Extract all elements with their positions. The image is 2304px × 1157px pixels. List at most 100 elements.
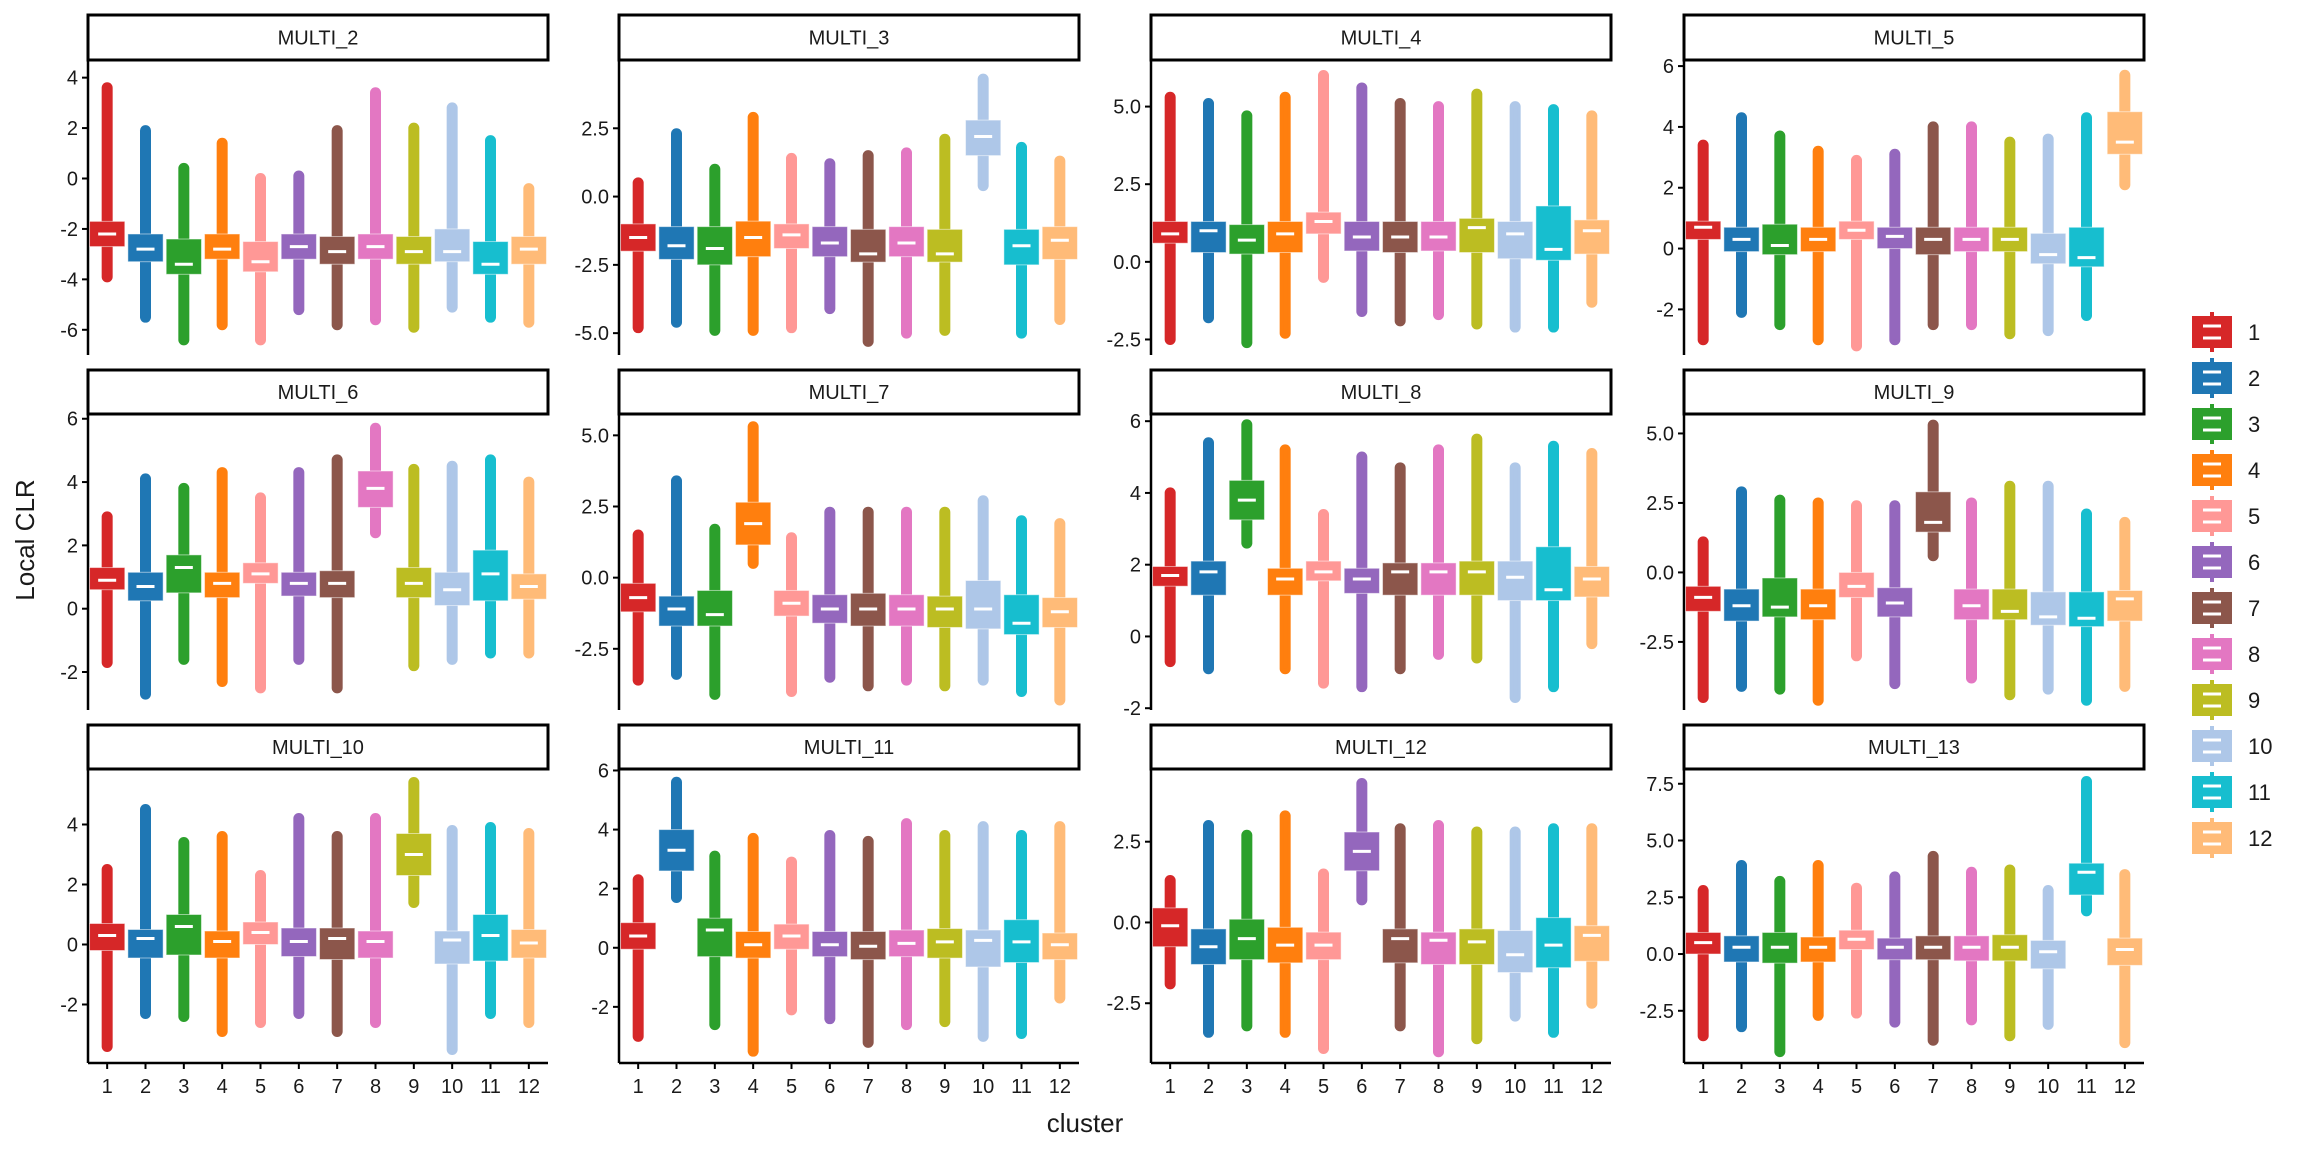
box-cluster-12 <box>1041 518 1078 706</box>
legend-label: 2 <box>2248 366 2260 391</box>
y-tick-label: 0 <box>67 169 78 191</box>
box-iqr <box>165 238 202 275</box>
box-iqr <box>620 582 657 613</box>
facet-strip <box>617 368 1081 416</box>
y-tick-label: -2 <box>60 995 78 1017</box>
box-iqr <box>204 233 241 260</box>
box-cluster-7 <box>1915 850 1952 1046</box>
y-tick-label: 0 <box>598 938 609 960</box>
legend-item: 12 <box>2192 818 2272 858</box>
box-cluster-12 <box>2106 516 2143 692</box>
box-cluster-10 <box>434 102 471 313</box>
x-tick-label: 10 <box>2037 1076 2059 1098</box>
y-tick-label: 0.0 <box>1646 944 1674 966</box>
y-tick-label: 0 <box>67 599 78 621</box>
box-cluster-9 <box>1991 480 2028 701</box>
facet-strip <box>86 368 550 416</box>
box-cluster-4 <box>735 421 772 569</box>
y-tick-label: 5.0 <box>1646 423 1674 445</box>
box-cluster-10 <box>2030 133 2067 337</box>
box-iqr <box>1991 934 2028 962</box>
box-cluster-5 <box>773 152 810 334</box>
box-iqr <box>1761 577 1798 618</box>
box-cluster-5 <box>1305 868 1342 1054</box>
box-iqr <box>2030 232 2067 265</box>
box-iqr <box>1723 935 1760 963</box>
box-iqr <box>2068 591 2105 628</box>
box-cluster-7 <box>1915 419 1952 562</box>
legend-item: 3 <box>2192 404 2260 444</box>
box-iqr <box>1876 937 1913 961</box>
facet-title: MULTI_10 <box>272 737 364 759</box>
facet-strip <box>617 723 1081 771</box>
x-tick-label: 4 <box>748 1076 759 1098</box>
x-tick-label: 11 <box>1011 1076 1032 1098</box>
y-tick-label: 0 <box>1663 239 1674 261</box>
facet-title: MULTI_5 <box>1874 28 1955 50</box>
box-cluster-12 <box>2106 69 2143 191</box>
box-cluster-3 <box>1761 494 1798 695</box>
box-cluster-12 <box>1573 823 1610 1009</box>
legend-item: 7 <box>2192 588 2260 628</box>
box-iqr <box>2106 589 2143 622</box>
box-cluster-8 <box>1420 820 1457 1058</box>
box-iqr <box>1267 567 1304 596</box>
legend-key-box <box>2192 500 2232 532</box>
box-iqr <box>1535 205 1572 261</box>
box-cluster-6 <box>811 158 848 315</box>
box-cluster-7 <box>850 506 887 692</box>
y-tick-label: 6 <box>1130 411 1141 433</box>
box-cluster-6 <box>1343 778 1380 906</box>
box-iqr <box>1800 936 1837 963</box>
box-iqr <box>2106 937 2143 966</box>
legend-item: 2 <box>2192 358 2260 398</box>
box-cluster-8 <box>888 147 925 339</box>
box-cluster-12 <box>510 183 547 328</box>
box-cluster-9 <box>395 777 432 908</box>
x-tick-label: 6 <box>1356 1076 1367 1098</box>
box-cluster-9 <box>1458 433 1495 664</box>
x-tick-label: 11 <box>480 1076 501 1098</box>
box-cluster-6 <box>1343 82 1380 318</box>
x-tick-label: 8 <box>370 1076 381 1098</box>
box-iqr <box>696 226 733 266</box>
box-iqr <box>165 914 202 956</box>
x-tick-label: 3 <box>1774 1076 1785 1098</box>
box-cluster-11 <box>1535 823 1572 1038</box>
x-tick-label: 5 <box>255 1076 266 1098</box>
box-iqr <box>357 233 394 260</box>
box-iqr <box>926 595 963 628</box>
box-cluster-11 <box>1535 440 1572 693</box>
box-cluster-7 <box>319 831 356 1037</box>
box-cluster-1 <box>1685 536 1722 703</box>
x-tick-label: 3 <box>178 1076 189 1098</box>
y-tick-label: -2.5 <box>1640 632 1674 654</box>
facet-panel: MULTI_8 -2 0 2 4 6 <box>1123 368 1613 720</box>
legend-label: 10 <box>2248 734 2272 759</box>
box-iqr <box>1573 925 1610 962</box>
x-tick-label: 8 <box>1433 1076 1444 1098</box>
x-tick-label: 8 <box>1966 1076 1977 1098</box>
box-cluster-6 <box>1343 451 1380 693</box>
legend-label: 3 <box>2248 412 2260 437</box>
box-cluster-9 <box>1458 826 1495 1045</box>
box-iqr <box>1267 220 1304 254</box>
facet-title: MULTI_11 <box>804 737 894 759</box>
x-tick-label: 10 <box>1504 1076 1526 1098</box>
box-cluster-10 <box>2030 884 2067 1030</box>
box-cluster-4 <box>735 832 772 1057</box>
box-cluster-2 <box>658 475 695 680</box>
box-cluster-12 <box>1041 821 1078 1004</box>
facet-strip <box>1149 13 1613 62</box>
y-axis-label: Local CLR <box>10 479 40 600</box>
box-iqr <box>1458 560 1495 596</box>
box-cluster-2 <box>1723 859 1760 1033</box>
box-cluster-3 <box>696 850 733 1031</box>
box-iqr <box>89 567 126 591</box>
legend-label: 1 <box>2248 320 2260 345</box>
legend-item: 5 <box>2192 496 2260 536</box>
box-cluster-8 <box>1953 497 1990 684</box>
y-tick-label: 2.5 <box>1113 174 1141 196</box>
box-cluster-10 <box>965 73 1002 192</box>
box-cluster-7 <box>1382 823 1419 1032</box>
